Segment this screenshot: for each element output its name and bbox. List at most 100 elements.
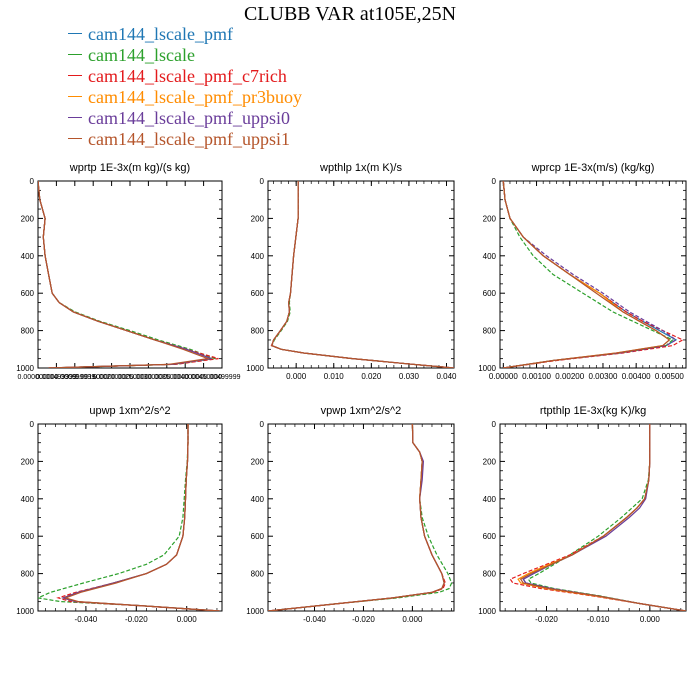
- x-tick-label: 0.000: [286, 372, 307, 381]
- y-tick-label: 200: [483, 457, 497, 466]
- y-tick-label: 600: [21, 532, 35, 541]
- series-line: [38, 181, 212, 368]
- x-tick-label: 0.00500: [655, 372, 684, 381]
- legend-label: cam144_lscale: [88, 45, 195, 65]
- y-tick-label: 200: [251, 214, 265, 223]
- y-tick-label: 0: [260, 420, 265, 429]
- y-tick-label: 200: [251, 457, 265, 466]
- legend-swatch: [68, 138, 82, 140]
- x-tick-label: 0.00100: [522, 372, 551, 381]
- y-tick-label: 800: [21, 327, 35, 336]
- series-line: [63, 424, 220, 611]
- x-tick-label: -0.040: [303, 615, 326, 624]
- series-line: [38, 181, 219, 368]
- plot-frame: [267, 423, 455, 612]
- legend-item: cam144_lscale_pmf_uppsi0: [68, 108, 302, 129]
- series-line: [509, 424, 686, 611]
- legend-item: cam144_lscale_pmf_c7rich: [68, 66, 302, 87]
- y-tick-label: 800: [21, 570, 35, 579]
- series-line: [268, 424, 445, 611]
- y-tick-label: 600: [483, 532, 497, 541]
- series-line: [61, 424, 220, 611]
- series-line: [268, 424, 447, 611]
- x-tick-label: 0.00250000: [112, 374, 149, 381]
- y-tick-label: 1000: [16, 364, 34, 373]
- x-tick-label: -0.020: [535, 615, 558, 624]
- series-line: [38, 181, 212, 368]
- y-tick-label: 600: [251, 532, 265, 541]
- x-tick-label: 0.00300000: [130, 374, 167, 381]
- series-line: [268, 424, 445, 611]
- x-tick-label: 0.000499999: [36, 374, 77, 381]
- y-tick-label: 400: [251, 495, 265, 504]
- chart-panel: wprcp 1E-3x(m/s) (kg/kg) 0 200 400 600 800 100…: [478, 162, 687, 381]
- x-tick-label: 0.030: [399, 372, 420, 381]
- chart-title: vpwp 1xm^2/s^2: [321, 405, 402, 417]
- y-tick-label: 400: [21, 495, 35, 504]
- x-tick-label: 0.00150000: [75, 374, 112, 381]
- series-line: [38, 424, 220, 611]
- legend-label: cam144_lscale_pmf_c7rich: [88, 66, 287, 86]
- x-tick-label: 0.010: [324, 372, 345, 381]
- plot-frame: [499, 180, 687, 369]
- series-line: [268, 424, 453, 611]
- series-line: [527, 424, 686, 611]
- series-line: [502, 181, 678, 368]
- legend-label: cam144_lscale_pmf_pr3buoy: [88, 87, 302, 107]
- x-tick-label: 0.00400: [622, 372, 651, 381]
- legend-swatch: [68, 54, 82, 56]
- series-line: [271, 181, 454, 368]
- series-line: [522, 424, 686, 611]
- x-tick-label: 0.000999999: [54, 374, 95, 381]
- page-title: CLUBB VAR at105E,25N: [243, 3, 457, 25]
- x-tick-label: -0.010: [587, 615, 610, 624]
- series-line: [270, 181, 454, 368]
- chart-title: rtpthlp 1E-3x(kg K)/kg: [540, 405, 646, 417]
- series-line: [271, 181, 454, 368]
- y-tick-label: 0: [260, 177, 265, 186]
- chart-panel: upwp 1xm^2/s^2 0 200 400 600 800 1000 -0.040 -0.…: [16, 405, 223, 624]
- x-tick-label: 0.020: [361, 372, 382, 381]
- y-tick-label: 400: [483, 495, 497, 504]
- chart-panel: wprtp 1E-3x(m kg)/(s kg) 0 200 400 600 800 100…: [16, 162, 240, 381]
- chart-title: wpthlp 1x(m K)/s: [319, 162, 402, 174]
- x-tick-label: 0.00450000: [185, 374, 222, 381]
- series-line: [61, 424, 220, 611]
- x-tick-label: 0.00499999: [204, 374, 241, 381]
- x-tick-label: -0.020: [125, 615, 148, 624]
- y-tick-label: 400: [21, 252, 35, 261]
- y-tick-label: 600: [251, 289, 265, 298]
- plot-frame: [37, 180, 223, 369]
- y-tick-label: 200: [483, 214, 497, 223]
- x-tick-label: 0.000000000: [18, 374, 59, 381]
- legend-label: cam144_lscale_pmf_uppsi0: [88, 108, 290, 128]
- legend-swatch: [68, 96, 82, 98]
- series-line: [502, 181, 671, 368]
- series-line: [502, 181, 671, 368]
- legend-item: cam144_lscale: [68, 45, 302, 66]
- series-line: [271, 181, 454, 368]
- x-tick-label: 0.00200000: [93, 374, 130, 381]
- y-tick-label: 1000: [16, 607, 34, 616]
- y-tick-label: 1000: [246, 364, 264, 373]
- series-line: [38, 181, 211, 368]
- y-tick-label: 800: [251, 327, 265, 336]
- x-tick-label: 0.040: [436, 372, 457, 381]
- series-line: [268, 424, 445, 611]
- series-line: [522, 424, 686, 611]
- series-line: [502, 181, 685, 368]
- x-tick-label: 0.00200: [555, 372, 584, 381]
- series-line: [61, 424, 220, 611]
- y-tick-label: 400: [483, 252, 497, 261]
- legend: cam144_lscale_pmf cam144_lscale cam144_l…: [68, 24, 302, 150]
- y-tick-label: 0: [30, 420, 35, 429]
- legend-swatch: [68, 75, 82, 77]
- legend-swatch: [68, 117, 82, 119]
- y-tick-label: 800: [483, 327, 497, 336]
- y-tick-label: 1000: [246, 607, 264, 616]
- legend-label: cam144_lscale_pmf_uppsi1: [88, 129, 290, 149]
- legend-item: cam144_lscale_pmf_uppsi1: [68, 129, 302, 150]
- x-tick-label: 0.000: [640, 615, 661, 624]
- y-tick-label: 200: [21, 457, 35, 466]
